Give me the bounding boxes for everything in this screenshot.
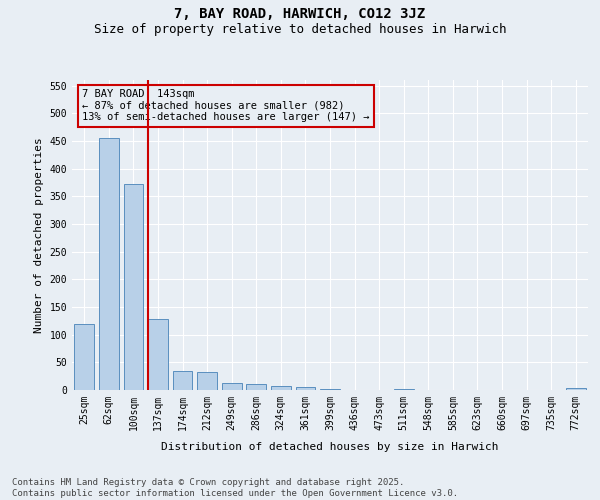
Text: 7 BAY ROAD: 143sqm
← 87% of detached houses are smaller (982)
13% of semi-detach: 7 BAY ROAD: 143sqm ← 87% of detached hou… [82,90,370,122]
Bar [148,319,168,390]
Bar [271,386,290,390]
Y-axis label: Number of detached properties: Number of detached properties [34,137,44,333]
Bar [173,370,193,390]
Bar [124,184,143,390]
Bar [247,384,266,390]
Text: Contains HM Land Registry data © Crown copyright and database right 2025.
Contai: Contains HM Land Registry data © Crown c… [12,478,458,498]
Bar [566,388,586,390]
Bar [296,387,315,390]
Bar [99,138,119,390]
Text: Distribution of detached houses by size in Harwich: Distribution of detached houses by size … [161,442,499,452]
Bar [74,324,94,390]
Bar [222,384,242,390]
Text: 7, BAY ROAD, HARWICH, CO12 3JZ: 7, BAY ROAD, HARWICH, CO12 3JZ [175,8,425,22]
Bar [197,372,217,390]
Text: Size of property relative to detached houses in Harwich: Size of property relative to detached ho… [94,22,506,36]
